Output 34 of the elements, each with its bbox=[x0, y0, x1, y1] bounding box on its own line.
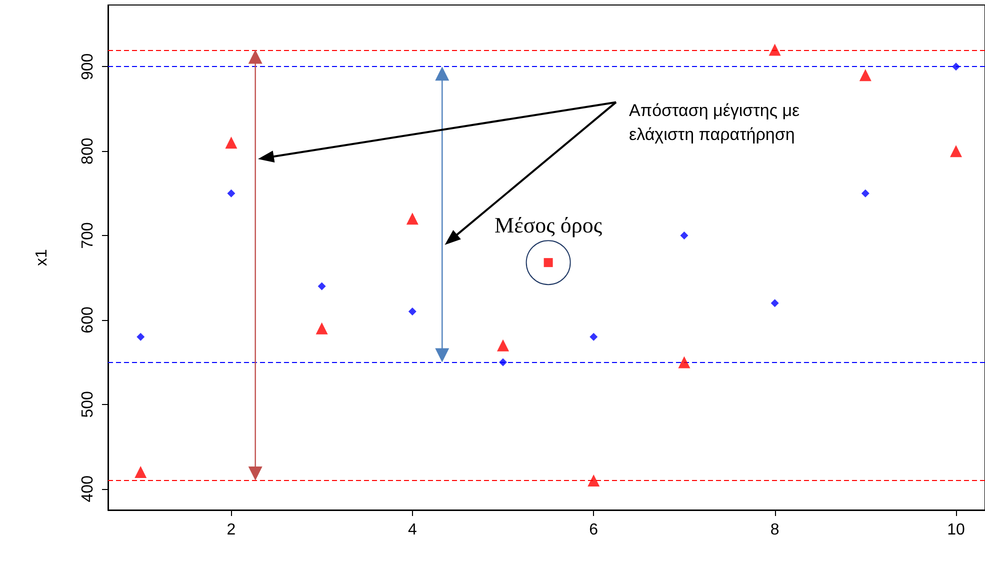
y-tick-label: 400 bbox=[80, 475, 96, 502]
point bbox=[861, 189, 870, 198]
point bbox=[952, 62, 960, 71]
point bbox=[680, 232, 688, 240]
annotation: Απόσταση μέγιστης με ελάχιστη παρατήρηση bbox=[629, 101, 800, 144]
point bbox=[318, 282, 326, 290]
y-tick-label: 800 bbox=[80, 138, 96, 164]
point bbox=[497, 339, 510, 352]
y-tick-label: 700 bbox=[80, 222, 96, 249]
y-axis-title: x1 bbox=[34, 248, 50, 266]
y-tick-label: 900 bbox=[80, 53, 96, 80]
point bbox=[227, 189, 236, 198]
y-tick-label: 500 bbox=[80, 390, 96, 418]
x-tick-label: 2 bbox=[226, 522, 236, 538]
x-tick-label: 10 bbox=[947, 522, 966, 538]
point bbox=[950, 145, 962, 158]
point bbox=[770, 299, 779, 308]
point bbox=[768, 44, 781, 56]
point bbox=[316, 322, 328, 334]
annotation: Μέσος όρος bbox=[494, 212, 602, 238]
point bbox=[859, 69, 872, 82]
point bbox=[588, 474, 600, 486]
point bbox=[408, 308, 416, 316]
point bbox=[499, 358, 508, 366]
point bbox=[134, 466, 147, 478]
point bbox=[590, 332, 598, 341]
point bbox=[136, 332, 145, 341]
x-tick-label: 6 bbox=[589, 522, 598, 538]
point bbox=[225, 136, 238, 149]
point bbox=[406, 212, 418, 225]
point bbox=[678, 356, 690, 368]
x-tick-label: 4 bbox=[408, 522, 417, 538]
x-tick-label: 8 bbox=[770, 522, 780, 538]
y-tick-label: 600 bbox=[80, 306, 96, 334]
